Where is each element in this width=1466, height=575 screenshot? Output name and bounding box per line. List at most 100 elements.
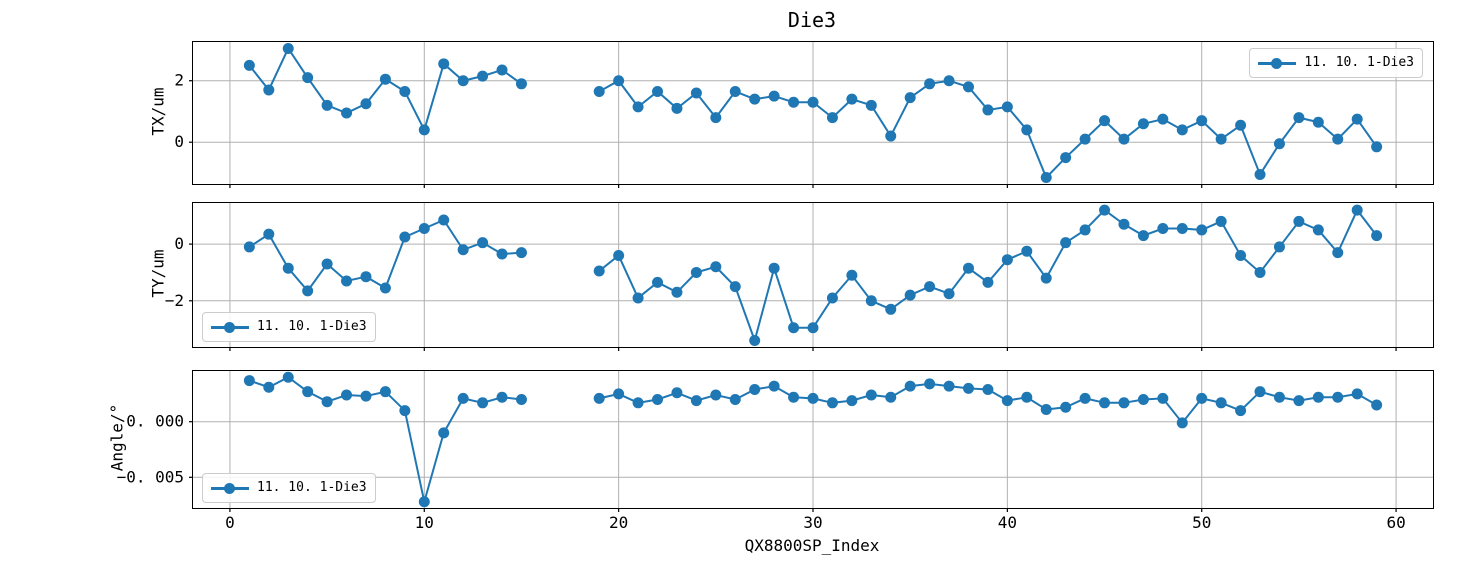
data-point	[379, 386, 391, 398]
legend-label: 11. 10. 1-Die3	[257, 480, 367, 495]
data-point	[1118, 133, 1130, 145]
data-point	[1293, 215, 1305, 227]
data-point	[1215, 397, 1227, 409]
data-point	[1371, 399, 1383, 411]
data-point	[865, 389, 877, 401]
data-point	[1137, 118, 1149, 130]
data-point	[1371, 230, 1383, 242]
data-point	[982, 104, 994, 116]
x-tick-label: 10	[415, 513, 434, 532]
data-point	[729, 85, 741, 97]
x-tick-label: 20	[609, 513, 628, 532]
data-point	[885, 391, 897, 403]
data-point	[924, 378, 936, 390]
data-point	[613, 388, 625, 400]
data-point	[924, 78, 936, 90]
data-point	[1332, 247, 1344, 259]
data-point	[652, 393, 664, 405]
data-point	[1021, 245, 1033, 257]
data-point	[243, 375, 255, 387]
data-point	[1099, 115, 1111, 127]
data-point	[632, 101, 644, 113]
data-point	[360, 98, 372, 110]
data-point	[1235, 249, 1247, 261]
data-point	[1157, 113, 1169, 125]
data-point	[749, 334, 761, 346]
data-point	[496, 64, 508, 76]
data-point	[1215, 215, 1227, 227]
data-point	[826, 397, 838, 409]
data-point	[438, 214, 450, 226]
data-point	[962, 81, 974, 93]
legend-marker-icon	[224, 482, 235, 494]
data-point	[885, 303, 897, 315]
data-point	[593, 85, 605, 97]
data-point	[515, 393, 527, 405]
data-point	[1235, 405, 1247, 417]
data-point	[360, 390, 372, 402]
data-point	[846, 395, 858, 407]
data-point	[865, 295, 877, 307]
data-point	[690, 266, 702, 278]
data-point	[1254, 168, 1266, 180]
data-point	[1040, 272, 1052, 284]
data-point	[1273, 138, 1285, 150]
data-point	[652, 276, 664, 288]
data-point	[438, 58, 450, 70]
data-point	[1099, 397, 1111, 409]
x-tick-label: 40	[998, 513, 1017, 532]
data-point	[1079, 133, 1091, 145]
data-point	[768, 90, 780, 102]
data-point	[593, 265, 605, 277]
data-point	[904, 92, 916, 104]
data-point	[477, 397, 489, 409]
data-point	[768, 380, 780, 392]
data-point	[1176, 417, 1188, 429]
data-point	[710, 389, 722, 401]
legend-line-sample	[211, 482, 249, 495]
data-point	[807, 392, 819, 404]
data-point	[632, 397, 644, 409]
data-point	[399, 231, 411, 243]
data-point	[1351, 204, 1363, 216]
data-point	[788, 391, 800, 403]
data-point	[457, 75, 469, 87]
data-point	[1001, 101, 1013, 113]
data-point	[418, 223, 430, 235]
data-point	[652, 85, 664, 97]
data-point	[1001, 395, 1013, 407]
data-point	[1312, 391, 1324, 403]
data-point	[282, 371, 294, 383]
data-point	[729, 393, 741, 405]
angle-plot-canvas: 0 10 20 30 40 50 60 0. 000 −0. 005	[117, 371, 1433, 532]
angle-y-axis-label: Angle/°	[107, 403, 127, 472]
data-point	[321, 258, 333, 270]
data-point	[690, 87, 702, 99]
data-point	[457, 244, 469, 256]
data-point	[788, 322, 800, 334]
data-point	[710, 112, 722, 124]
data-point	[496, 391, 508, 403]
data-point	[807, 322, 819, 334]
data-point	[962, 262, 974, 274]
tx-legend: 11. 10. 1-Die3	[1249, 48, 1423, 78]
data-point	[885, 130, 897, 142]
data-point	[360, 271, 372, 283]
data-point	[962, 382, 974, 394]
data-point	[1332, 391, 1344, 403]
x-tick-label: 60	[1386, 513, 1405, 532]
x-axis-label: QX8800SP_Index	[744, 536, 880, 555]
data-point	[846, 269, 858, 281]
data-point	[341, 107, 353, 119]
data-point	[1176, 124, 1188, 136]
data-point	[1118, 397, 1130, 409]
data-point	[671, 102, 683, 114]
data-point	[671, 286, 683, 298]
legend-line-sample	[1258, 57, 1297, 70]
angle-legend: 11. 10. 1-Die3	[202, 473, 376, 503]
ty-plot-canvas: 0 −2	[165, 203, 1433, 351]
data-point	[826, 292, 838, 304]
y-tick-label: −2	[165, 291, 184, 310]
data-point	[341, 389, 353, 401]
